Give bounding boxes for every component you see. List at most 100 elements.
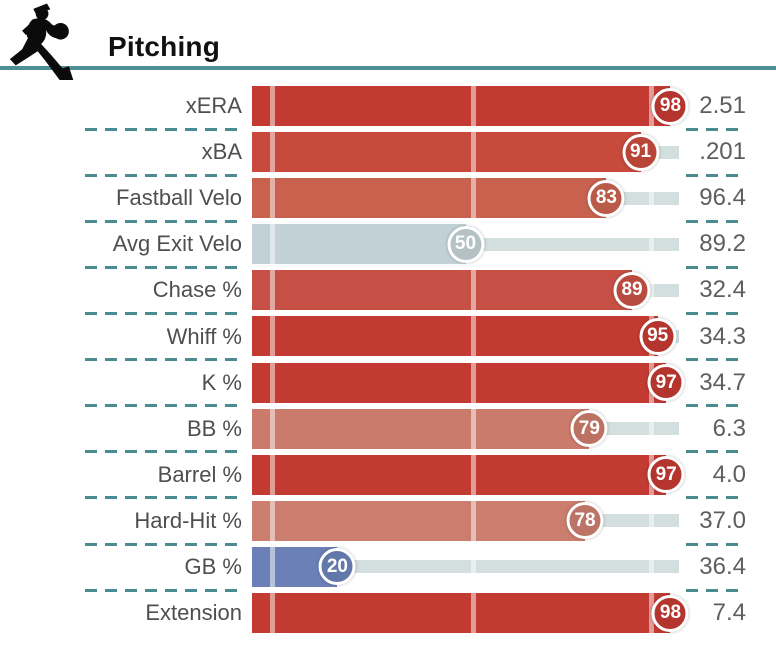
bar-area: 95	[252, 316, 679, 357]
gridline-left	[270, 86, 275, 126]
percentile-track	[252, 560, 679, 574]
stat-label: Whiff %	[166, 323, 242, 349]
gridline-left	[270, 224, 275, 265]
percentile-bar	[252, 316, 658, 357]
row-separator	[85, 588, 243, 592]
percentile-badge[interactable]: 95	[639, 317, 677, 355]
stat-row: Hard-Hit % 78 37.0	[0, 498, 776, 544]
stat-row: GB % 20 36.4	[0, 544, 776, 590]
gridline-right	[649, 178, 654, 219]
row-separator	[686, 450, 746, 454]
row-separator	[85, 496, 243, 500]
gridline-left	[270, 546, 275, 587]
stat-row: BB % 79 6.3	[0, 406, 776, 452]
gridline-middle	[471, 500, 476, 541]
percentile-badge[interactable]: 89	[613, 271, 651, 309]
row-separator	[85, 265, 243, 269]
gridline-right	[649, 270, 654, 311]
row-separator	[686, 219, 746, 223]
gridline-left	[270, 132, 275, 173]
stat-label: xERA	[185, 93, 242, 119]
percentile-badge[interactable]: 98	[651, 594, 689, 632]
gridline-left	[270, 178, 275, 219]
stat-row: Whiff % 95 34.3	[0, 313, 776, 359]
gridline-left	[270, 593, 275, 634]
stat-row: Barrel % 97 4.0	[0, 452, 776, 498]
row-separator	[686, 312, 746, 315]
gridline-left	[270, 408, 275, 449]
row-separator	[85, 312, 243, 315]
bar-area: 79	[252, 408, 679, 449]
gridline-right	[649, 500, 654, 541]
percentile-bar	[252, 270, 633, 311]
gridline-middle	[471, 316, 476, 357]
gridline-right	[649, 546, 654, 587]
stat-label: K %	[201, 369, 242, 395]
percentile-badge[interactable]: 91	[622, 133, 660, 171]
stat-label: Fastball Velo	[116, 185, 242, 211]
gridline-middle	[471, 270, 476, 311]
stat-value: 7.4	[712, 599, 746, 627]
header-rule	[0, 66, 776, 70]
gridline-middle	[471, 593, 476, 634]
stat-row: Fastball Velo 83 96.4	[0, 175, 776, 221]
stat-value: 2.51	[699, 92, 746, 120]
row-separator	[85, 173, 243, 177]
bar-area: 91	[252, 132, 679, 173]
bar-area: 20	[252, 546, 679, 587]
gridline-middle	[471, 178, 476, 219]
stat-label: GB %	[184, 553, 242, 579]
bar-area: 97	[252, 362, 685, 403]
stat-value: 34.7	[699, 368, 746, 396]
percentile-bar	[252, 500, 586, 541]
percentile-rows: xERA 98 2.51 xBA 91 .201	[0, 83, 776, 636]
percentile-badge[interactable]: 97	[647, 456, 685, 494]
percentile-badge[interactable]: 20	[318, 548, 356, 586]
row-separator	[85, 219, 243, 223]
stat-label: Extension	[145, 600, 242, 626]
pitcher-icon	[9, 3, 74, 81]
gridline-right	[649, 593, 654, 634]
gridline-middle	[471, 546, 476, 587]
stat-row: K % 97 34.7	[0, 360, 776, 406]
stat-value: 34.3	[699, 322, 746, 350]
percentile-badge[interactable]: 83	[587, 179, 625, 217]
gridline-left	[270, 362, 275, 403]
stat-value: 37.0	[699, 506, 746, 534]
stat-label: xBA	[201, 139, 242, 165]
stat-value: 6.3	[712, 414, 746, 442]
row-separator	[85, 450, 243, 454]
row-separator	[686, 173, 746, 177]
row-separator	[686, 588, 746, 592]
row-separator	[85, 358, 243, 362]
row-separator	[686, 404, 746, 408]
percentile-bar	[252, 86, 671, 126]
row-separator	[686, 265, 746, 269]
bar-area: 98	[252, 86, 689, 126]
row-separator	[686, 496, 746, 500]
row-separator	[686, 358, 746, 362]
percentile-badge[interactable]: 97	[647, 364, 685, 402]
row-separator	[686, 127, 746, 131]
gridline-left	[270, 500, 275, 541]
percentile-badge[interactable]: 50	[447, 225, 484, 263]
percentile-badge[interactable]: 79	[570, 410, 608, 448]
stat-value: 96.4	[699, 184, 746, 212]
gridline-middle	[471, 408, 476, 449]
percentile-badge[interactable]: 98	[651, 87, 689, 125]
stat-value: .201	[699, 138, 746, 166]
percentile-bar	[252, 362, 667, 403]
gridline-left	[270, 454, 275, 495]
gridline-left	[270, 316, 275, 357]
percentile-badge[interactable]: 78	[566, 502, 604, 540]
stat-label: Avg Exit Velo	[112, 231, 242, 257]
stat-value: 4.0	[712, 460, 746, 488]
percentile-bar	[252, 178, 607, 219]
percentile-bar	[252, 593, 671, 634]
bar-area: 83	[252, 178, 679, 219]
gridline-right	[649, 224, 654, 265]
bar-area: 50	[252, 224, 679, 265]
row-separator	[85, 542, 243, 546]
percentile-bar	[252, 454, 667, 495]
